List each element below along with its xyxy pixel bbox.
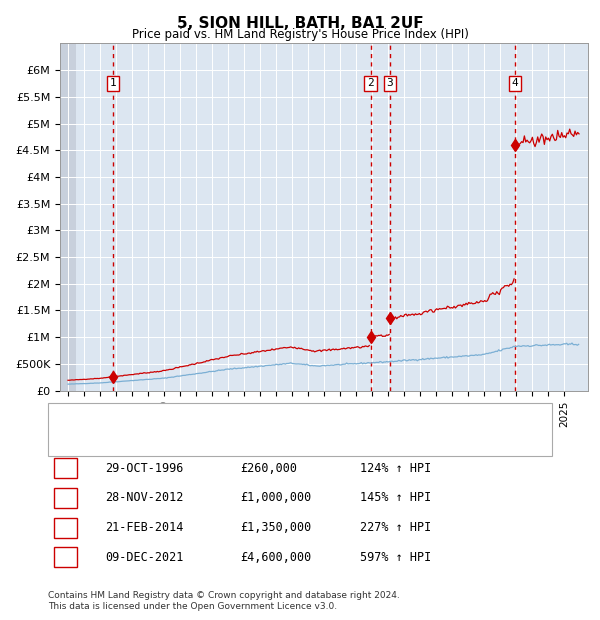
Text: 5, SION HILL, BATH, BA1 2UF: 5, SION HILL, BATH, BA1 2UF xyxy=(176,16,424,30)
Text: £1,000,000: £1,000,000 xyxy=(240,492,311,504)
Text: Contains HM Land Registry data © Crown copyright and database right 2024.: Contains HM Land Registry data © Crown c… xyxy=(48,591,400,600)
Text: 3: 3 xyxy=(387,78,394,88)
Text: 124% ↑ HPI: 124% ↑ HPI xyxy=(360,462,431,474)
Text: 597% ↑ HPI: 597% ↑ HPI xyxy=(360,551,431,564)
Text: 227% ↑ HPI: 227% ↑ HPI xyxy=(360,521,431,534)
Text: 4: 4 xyxy=(512,78,518,88)
Text: 2: 2 xyxy=(367,78,374,88)
Text: £260,000: £260,000 xyxy=(240,462,297,474)
Text: £4,600,000: £4,600,000 xyxy=(240,551,311,564)
Text: Price paid vs. HM Land Registry's House Price Index (HPI): Price paid vs. HM Land Registry's House … xyxy=(131,28,469,41)
Text: This data is licensed under the Open Government Licence v3.0.: This data is licensed under the Open Gov… xyxy=(48,601,337,611)
Text: 28-NOV-2012: 28-NOV-2012 xyxy=(105,492,184,504)
Text: 3: 3 xyxy=(62,521,69,534)
Text: 145% ↑ HPI: 145% ↑ HPI xyxy=(360,492,431,504)
Text: HPI: Average price, detached house, Bath and North East Somerset: HPI: Average price, detached house, Bath… xyxy=(99,443,475,453)
Text: 4: 4 xyxy=(62,551,69,564)
Text: 1: 1 xyxy=(110,78,116,88)
Text: 29-OCT-1996: 29-OCT-1996 xyxy=(105,462,184,474)
Text: 09-DEC-2021: 09-DEC-2021 xyxy=(105,551,184,564)
Text: £1,350,000: £1,350,000 xyxy=(240,521,311,534)
Text: 1: 1 xyxy=(62,462,69,474)
Bar xyxy=(60,43,76,391)
Text: 5, SION HILL, BATH, BA1 2UF (detached house): 5, SION HILL, BATH, BA1 2UF (detached ho… xyxy=(99,430,361,440)
Text: 21-FEB-2014: 21-FEB-2014 xyxy=(105,521,184,534)
Text: 2: 2 xyxy=(62,492,69,504)
